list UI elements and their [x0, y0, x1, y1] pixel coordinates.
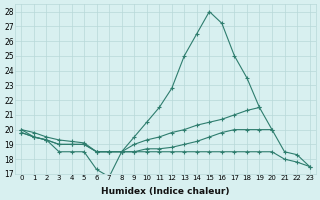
X-axis label: Humidex (Indice chaleur): Humidex (Indice chaleur) — [101, 187, 230, 196]
